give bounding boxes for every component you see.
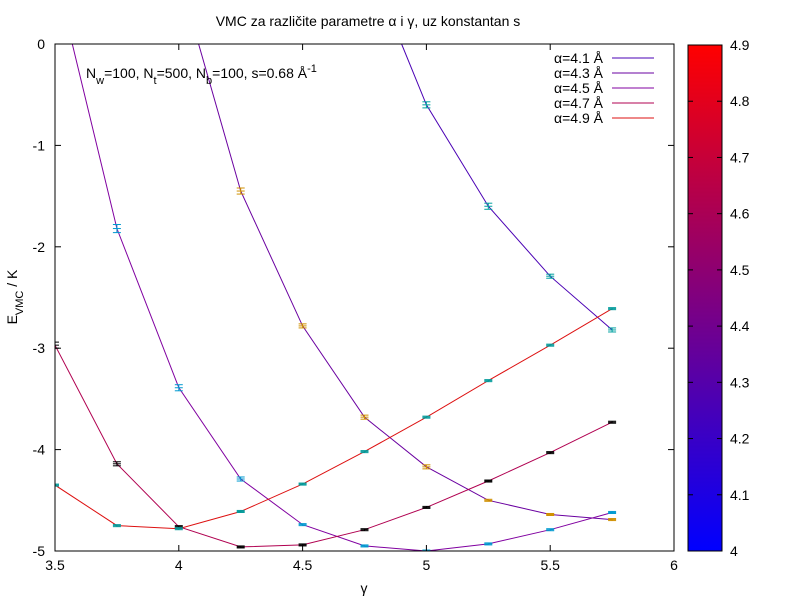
- legend-label: α=4.1 Å: [554, 50, 604, 66]
- data-point: [112, 223, 121, 234]
- colorbar-tick-label: 4.4: [730, 318, 750, 334]
- data-point: [422, 101, 431, 109]
- legend-label: α=4.5 Å: [554, 80, 604, 96]
- legend-label: α=4.3 Å: [554, 65, 604, 81]
- data-point: [55, 483, 59, 487]
- data-point: [484, 479, 493, 483]
- y-tick-label: -2: [33, 239, 46, 255]
- data-point: [546, 528, 555, 532]
- data-point: [422, 415, 431, 419]
- data-point: [236, 476, 245, 482]
- y-tick-label: 0: [37, 36, 45, 52]
- colorbar-tick-label: 4.7: [730, 149, 750, 165]
- data-point: [484, 498, 493, 502]
- colorbar-tick-label: 4.2: [730, 431, 750, 447]
- data-point: [298, 523, 307, 527]
- data-point: [608, 518, 617, 522]
- y-tick-label: -4: [33, 442, 46, 458]
- colorbar-tick-label: 4: [730, 543, 738, 559]
- y-tick-label: -5: [33, 543, 46, 559]
- data-point: [608, 327, 617, 333]
- series-layer: [55, 44, 613, 551]
- legend-label: α=4.9 Å: [554, 110, 604, 126]
- series-line-4: [55, 344, 613, 548]
- x-tick-label: 4: [175, 557, 183, 573]
- colorbar-tick-label: 4.6: [730, 206, 750, 222]
- data-point: [484, 542, 493, 546]
- data-point: [546, 273, 555, 279]
- data-point: [112, 524, 121, 528]
- data-point: [236, 187, 245, 195]
- series-line-3: [71, 44, 613, 551]
- x-tick-label: 5.5: [540, 557, 560, 573]
- y-axis-label: EVMC / K: [4, 269, 26, 324]
- x-tick-label: 3.5: [45, 557, 65, 573]
- data-point: [112, 461, 121, 467]
- colorbar-gradient: [687, 44, 723, 552]
- error-bars: [55, 101, 617, 551]
- data-point: [484, 379, 493, 383]
- colorbar-tick-label: 4.8: [730, 93, 750, 109]
- data-point: [546, 343, 555, 347]
- data-point: [174, 527, 183, 531]
- series-line-2: [198, 44, 613, 521]
- legend: α=4.1 Åα=4.3 Åα=4.5 Åα=4.7 Åα=4.9 Å: [554, 50, 654, 126]
- legend-label: α=4.7 Å: [554, 95, 604, 111]
- y-tick-label: -3: [33, 340, 46, 356]
- data-point: [360, 450, 369, 454]
- plot-border: [54, 43, 675, 552]
- colorbar-tick-label: 4.3: [730, 374, 750, 390]
- data-point: [298, 323, 307, 329]
- series-line-5: [55, 308, 613, 530]
- data-point: [360, 544, 369, 548]
- data-point: [546, 451, 555, 455]
- data-point: [608, 510, 617, 514]
- data-point: [422, 464, 431, 470]
- colorbar-tick-label: 4.1: [730, 487, 750, 503]
- colorbar: 4 4.1 4.2 4.3 4.4 4.5 4.6 4.7 4.8 4.9: [687, 37, 750, 559]
- data-point: [236, 545, 245, 549]
- data-point: [298, 482, 307, 486]
- colorbar-tick-label: 4.5: [730, 262, 750, 278]
- colorbar-tick-label: 4.9: [730, 37, 750, 53]
- x-tick-label: 5: [423, 557, 431, 573]
- y-tick-label: -1: [33, 137, 46, 153]
- data-point: [360, 528, 369, 532]
- data-point: [360, 414, 369, 420]
- chart-title: VMC za različite parametre α i γ, uz kon…: [216, 13, 521, 29]
- data-point: [546, 512, 555, 517]
- data-point: [422, 505, 431, 509]
- data-point: [236, 509, 245, 513]
- data-point: [484, 202, 493, 210]
- data-point: [174, 384, 183, 392]
- parameter-annotation: Nw=100, Nt=500, Nb=100, s=0.68 Å-1: [86, 63, 317, 87]
- x-tick-label: 6: [670, 557, 678, 573]
- x-axis-label: γ: [361, 580, 368, 596]
- axes: 3.5 4 4.5 5 5.5 6 0 -1 -2 -3 -4 -5: [33, 36, 679, 573]
- data-point: [608, 420, 617, 424]
- data-point: [608, 307, 617, 311]
- x-tick-label: 4.5: [293, 557, 313, 573]
